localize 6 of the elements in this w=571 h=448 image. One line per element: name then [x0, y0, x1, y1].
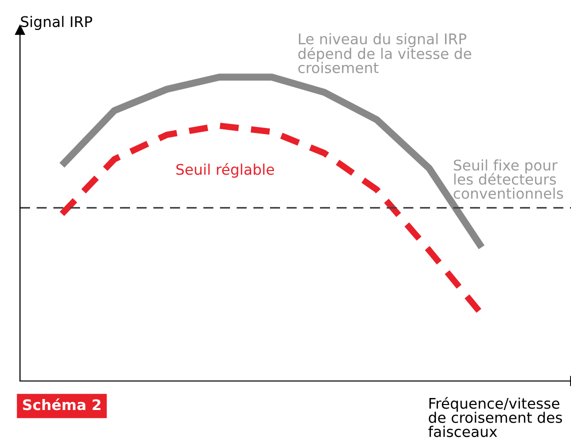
series-label: Le niveau du signal IRP dépend de la vitesse de croisement — [298, 33, 472, 74]
y-axis-title: Signal IRP — [20, 16, 92, 30]
x-axis-title: Fréquence/vitesse de croisement des faisceaux — [428, 397, 562, 438]
text: Schéma 2 — [23, 398, 100, 410]
ref-line-label: Seuil fixe pour les détecteurs conventionnels — [454, 159, 564, 199]
series-label: Seuil réglable — [176, 163, 274, 178]
